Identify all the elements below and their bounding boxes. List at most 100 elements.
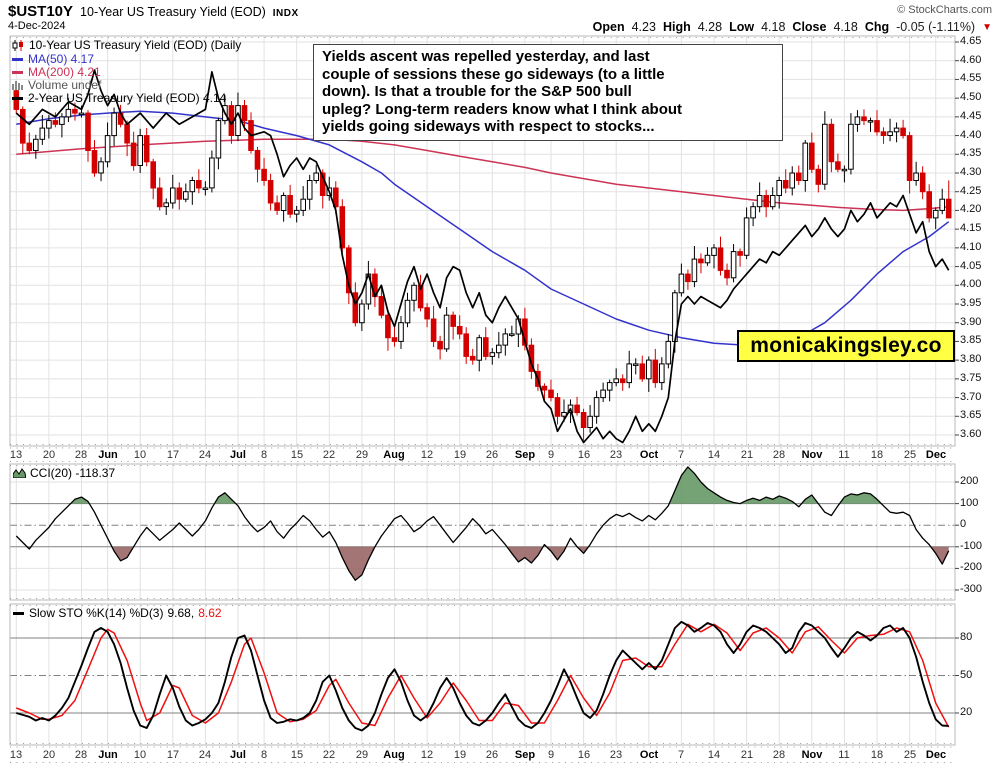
annotation-line: couple of sessions these go sideways (to… <box>322 65 665 83</box>
price-axis-label: 3.60 <box>960 428 982 440</box>
chg-label: Chg <box>864 20 890 34</box>
date-axis-label: Aug <box>383 749 405 761</box>
date-axis-label: 16 <box>577 749 591 761</box>
cci-axis-label: 100 <box>960 497 979 509</box>
legend-sto-k-value: 9.68, <box>167 606 195 620</box>
candlestick-icon <box>12 39 23 51</box>
legend-ma200: MA(200) 4.21 <box>12 65 101 79</box>
legend-price-label: 10-Year US Treasury Yield (EOD) (Daily <box>29 38 242 52</box>
legend-sto: Slow STO %K(14) %D(3) 9.68, 8.62 <box>13 606 222 620</box>
date-axis-label: Oct <box>639 749 659 761</box>
chart-date: 4-Dec-2024 <box>8 20 66 32</box>
ma200-line-swatch-icon <box>12 70 23 74</box>
date-axis-label: 20 <box>42 449 56 461</box>
watermark-badge: monicakingsley.co <box>737 330 955 362</box>
ticker-symbol: $UST10Y <box>8 3 74 20</box>
legend-ma200-label: MA(200) 4.21 <box>28 65 101 79</box>
cci-axis-label: -100 <box>960 540 983 552</box>
date-axis-label: 12 <box>420 749 434 761</box>
date-axis-label: 17 <box>166 449 180 461</box>
price-axis-label: 4.30 <box>960 166 982 178</box>
date-axis-label: 8 <box>260 449 268 461</box>
chart-title: $UST10Y 10-Year US Treasury Yield (EOD) … <box>8 3 299 20</box>
date-axis-label: 13 <box>9 749 23 761</box>
date-axis-label: 24 <box>198 749 212 761</box>
date-axis-label: 10 <box>133 749 147 761</box>
date-axis-label: 21 <box>740 449 754 461</box>
date-axis-label: 28 <box>772 449 786 461</box>
date-axis-label: 29 <box>355 449 369 461</box>
date-axis-label: 26 <box>485 749 499 761</box>
price-axis-label: 4.10 <box>960 241 982 253</box>
legend-price-row: 10-Year US Treasury Yield (EOD) (Daily <box>12 38 241 52</box>
price-axis-label: 4.40 <box>960 129 982 141</box>
date-axis-label: 9 <box>547 449 555 461</box>
cci-axis-label: -300 <box>960 583 983 595</box>
price-axis-label: 4.00 <box>960 278 982 290</box>
date-axis-label: Dec <box>925 749 947 761</box>
watermark-text: monicakingsley.co <box>750 334 942 357</box>
price-axis-label: 3.95 <box>960 297 982 309</box>
legend-ma50: MA(50) 4.17 <box>12 52 94 66</box>
date-axis-label: 9 <box>547 749 555 761</box>
price-axis-label: 4.60 <box>960 54 982 66</box>
sto-line-swatch-icon <box>13 611 24 615</box>
legend-cci-label: CCI(20) -118.37 <box>30 466 116 480</box>
date-axis-label: Dec <box>925 449 947 461</box>
date-axis-label: 25 <box>903 449 917 461</box>
date-axis-label: 19 <box>453 749 467 761</box>
date-axis-label: 10 <box>133 449 147 461</box>
legend-volume-label: Volume undef <box>28 78 102 92</box>
date-axis-label: 8 <box>260 749 268 761</box>
open-label: Open <box>592 20 625 34</box>
date-axis-label: Jun <box>98 449 118 461</box>
date-axis-label: 28 <box>74 749 88 761</box>
high-label: High <box>662 20 691 34</box>
copyright-label: © StockCharts.com <box>897 4 992 16</box>
date-axis-label: 7 <box>677 749 685 761</box>
date-axis-label: Jun <box>98 749 118 761</box>
t2y-line-swatch-icon <box>12 96 23 100</box>
date-axis-label: 18 <box>870 449 884 461</box>
close-value: 4.18 <box>833 20 858 34</box>
date-axis-label: 24 <box>198 449 212 461</box>
cci-area-icon <box>13 468 26 478</box>
annotation-box: Yields ascent was repelled yesterday, an… <box>313 44 783 141</box>
date-axis-label: 19 <box>453 449 467 461</box>
date-axis-label: 7 <box>677 449 685 461</box>
date-axis-label: 16 <box>577 449 591 461</box>
down-triangle-icon: ▼ <box>982 21 992 33</box>
date-axis-label: 22 <box>322 449 336 461</box>
sto-axis-label: 80 <box>960 631 973 643</box>
volume-bars-icon <box>12 81 23 90</box>
close-label: Close <box>792 20 827 34</box>
price-axis-label: 4.25 <box>960 185 982 197</box>
price-axis-label: 4.20 <box>960 203 982 215</box>
price-axis-label: 4.05 <box>960 260 982 272</box>
date-axis-label: 12 <box>420 449 434 461</box>
price-axis-label: 4.65 <box>960 35 982 47</box>
date-axis-label: 11 <box>838 749 850 761</box>
date-axis-label: 15 <box>290 449 304 461</box>
cci-axis-label: 200 <box>960 475 979 487</box>
date-axis-label: 28 <box>772 749 786 761</box>
date-axis-label: 20 <box>42 749 56 761</box>
date-axis-label: Aug <box>383 449 405 461</box>
date-axis-label: Sep <box>514 449 536 461</box>
legend-2y: 2-Year US Treasury Yield (EOD) 4.14 <box>12 91 226 105</box>
price-axis-label: 3.90 <box>960 316 982 328</box>
date-axis-label: 23 <box>609 449 623 461</box>
date-axis-label: 25 <box>903 749 917 761</box>
legend-sto-label: Slow STO %K(14) %D(3) <box>29 606 164 620</box>
legend-sto-d-value: 8.62 <box>198 606 222 620</box>
cci-axis-label: -200 <box>960 561 983 573</box>
date-axis-label: 13 <box>9 449 23 461</box>
date-axis-label: Jul <box>230 749 246 761</box>
price-axis-label: 3.85 <box>960 334 982 346</box>
sto-axis-label: 20 <box>960 706 973 718</box>
date-axis-label: 14 <box>707 449 721 461</box>
date-axis-label: 21 <box>740 749 754 761</box>
price-axis-label: 4.50 <box>960 91 982 103</box>
